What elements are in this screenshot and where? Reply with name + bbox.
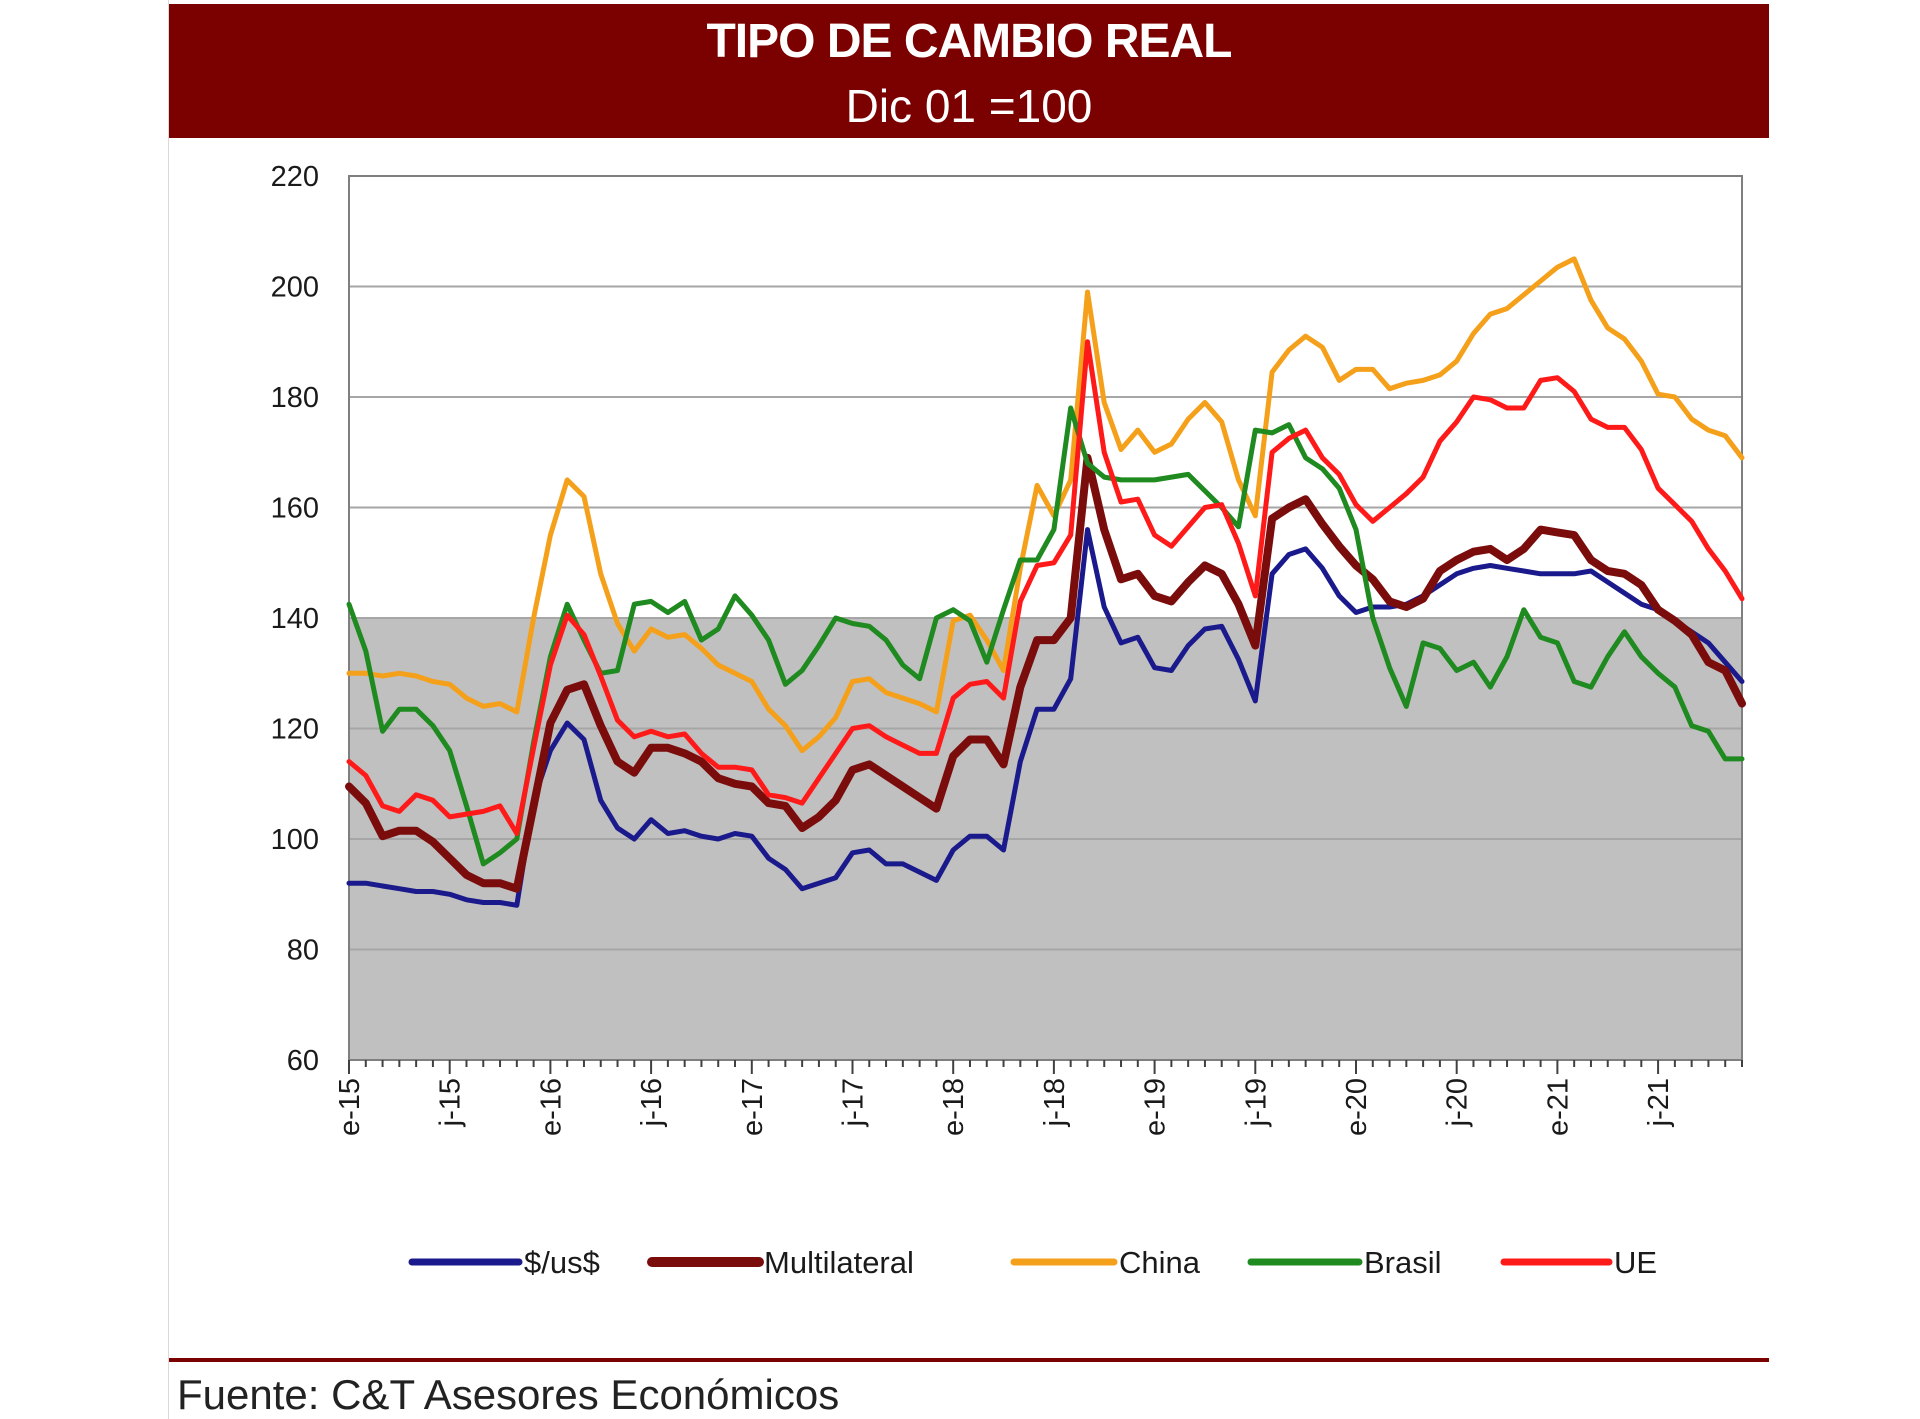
x-tick-label: j-18 [1039, 1078, 1071, 1127]
legend-label: China [1119, 1245, 1201, 1280]
x-tick-label: e-20 [1341, 1078, 1373, 1136]
x-tick-label: e-17 [737, 1078, 769, 1136]
x-tick-label: j-15 [435, 1078, 467, 1127]
x-tick-label: e-18 [938, 1078, 970, 1136]
chart-panel: TIPO DE CAMBIO REAL Dic 01 =100 60 80 100 1… [168, 0, 1769, 1419]
chart-title: TIPO DE CAMBIO REAL [706, 15, 1232, 68]
y-tick-label: 220 [271, 161, 319, 193]
x-tick-label: e-19 [1140, 1078, 1172, 1136]
title-banner: TIPO DE CAMBIO REAL Dic 01 =100 [169, 4, 1769, 138]
x-tick-label: j-16 [636, 1078, 668, 1127]
legend-label: $/us$ [524, 1245, 600, 1280]
series-line-us [346, 527, 1745, 908]
series-line-china [346, 256, 1745, 754]
series-line-multilateral [345, 453, 1746, 893]
y-tick-label: 120 [271, 714, 319, 746]
y-tick-label: 200 [271, 272, 319, 304]
y-tick-label: 140 [271, 603, 319, 635]
y-tick-label: 60 [287, 1045, 319, 1077]
source-note: Fuente: C&T Asesores Económicos [177, 1371, 840, 1418]
footer-rule [169, 1358, 1769, 1362]
legend-label: Brasil [1364, 1245, 1442, 1280]
x-tick-label: j-17 [837, 1078, 869, 1127]
y-tick-label: 180 [271, 382, 319, 414]
x-tick-label: e-15 [334, 1078, 366, 1136]
y-tick-label: 100 [271, 824, 319, 856]
x-tick-label: e-16 [535, 1078, 567, 1136]
chart-subtitle: Dic 01 =100 [845, 80, 1093, 132]
legend-label: Multilateral [764, 1245, 914, 1280]
series-line-ue [346, 339, 1745, 836]
y-tick-label: 80 [287, 935, 319, 967]
x-tick-label: e-21 [1542, 1078, 1574, 1136]
x-tick-label: j-19 [1240, 1078, 1272, 1127]
legend-label: UE [1614, 1245, 1657, 1280]
line-chart: 60 80 100 120 140 160 180 200 220 e-15 j-15 e-16 j-1… [271, 161, 1746, 1280]
x-tick-label: j-20 [1442, 1078, 1474, 1127]
plot-frame [348, 175, 1743, 1061]
y-tick-label: 160 [271, 493, 319, 525]
x-tick-label: j-21 [1643, 1078, 1675, 1127]
